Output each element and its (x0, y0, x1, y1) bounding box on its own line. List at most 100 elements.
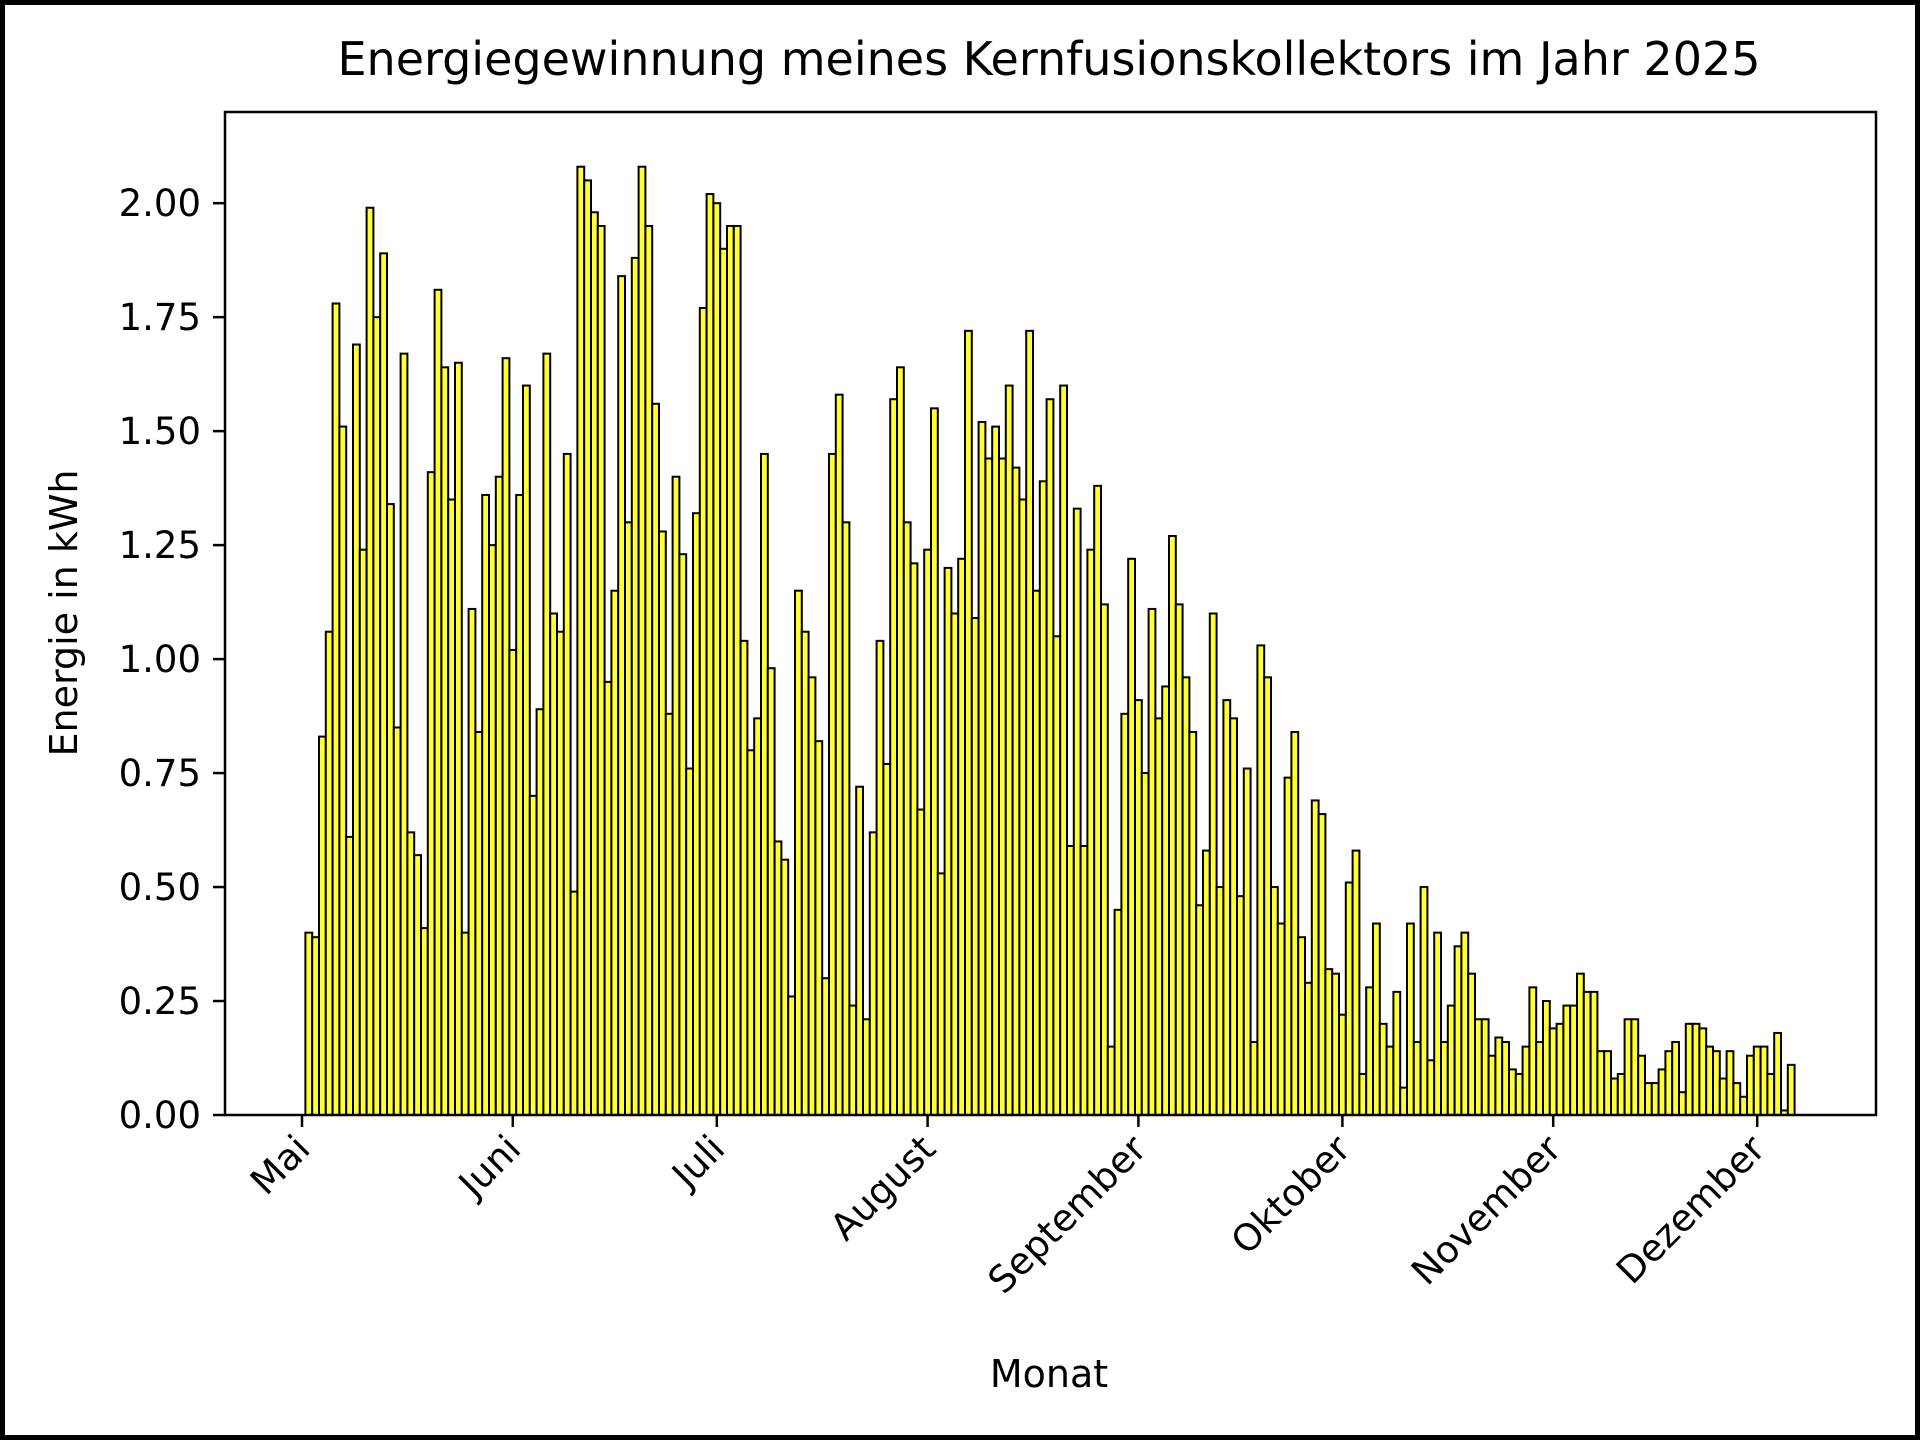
bar (651, 402, 661, 1116)
bar (1297, 936, 1306, 1117)
bar (481, 493, 491, 1116)
bar (1378, 1022, 1388, 1117)
bar (1555, 1022, 1565, 1117)
bar (841, 521, 851, 1116)
bar (426, 471, 436, 1117)
bar (902, 521, 912, 1116)
bar (889, 398, 899, 1117)
bar (1310, 799, 1320, 1116)
bar (1712, 1050, 1721, 1117)
bar (1623, 1018, 1633, 1117)
bar (318, 735, 327, 1116)
bar (460, 931, 470, 1117)
bar (338, 425, 348, 1116)
bar (1705, 1045, 1714, 1116)
bar (685, 767, 695, 1116)
bar (828, 452, 837, 1116)
bar (440, 366, 450, 1116)
x-tick-label: Juni (449, 1127, 529, 1207)
bar (1446, 1004, 1456, 1117)
bar (1433, 931, 1442, 1117)
bar (896, 366, 905, 1116)
bar (386, 503, 395, 1116)
bar (1290, 731, 1300, 1116)
bar (1535, 1041, 1544, 1117)
bar (1548, 1027, 1558, 1117)
x-axis-label: Monat (990, 1352, 1108, 1396)
bar (1351, 849, 1361, 1116)
bar (732, 224, 742, 1117)
bar (304, 931, 314, 1117)
bar (1052, 635, 1062, 1116)
bar (1678, 1091, 1687, 1116)
bar (930, 407, 939, 1116)
bar (1521, 1045, 1531, 1116)
bar (630, 256, 640, 1116)
bar (1644, 1082, 1653, 1116)
bar (1270, 886, 1279, 1116)
bar (590, 211, 599, 1117)
bar (1236, 895, 1245, 1116)
bar (1086, 548, 1096, 1116)
bar (345, 835, 355, 1117)
bar (379, 252, 389, 1116)
bar (1018, 498, 1028, 1116)
bar (1630, 1018, 1640, 1117)
bar (807, 676, 817, 1117)
bar (1025, 329, 1035, 1116)
bar-chart: 0.00 0.25 0.50 0.75 1.00 1.25 1.50 1.75 2.00 Mai… (42, 32, 1878, 1396)
bar (1202, 849, 1211, 1116)
bar (1562, 1004, 1572, 1117)
bar (1746, 1054, 1755, 1116)
bar (1399, 1086, 1408, 1117)
bar (916, 808, 926, 1116)
bar (562, 452, 572, 1116)
bar (1589, 990, 1599, 1117)
bar (1140, 772, 1150, 1116)
bar (991, 425, 1001, 1116)
bar (576, 165, 586, 1116)
bar (311, 936, 321, 1117)
bar (372, 316, 382, 1117)
y-tick-label: 0.75 (119, 752, 201, 795)
bar (1045, 398, 1055, 1117)
bar (624, 521, 633, 1116)
x-tick-label: Oktober (1223, 1126, 1359, 1262)
bar (1304, 981, 1313, 1116)
bar (678, 553, 688, 1116)
bar (1474, 1018, 1483, 1117)
bar (1365, 986, 1374, 1116)
bar (1344, 881, 1354, 1116)
bar (549, 612, 559, 1116)
bar (787, 995, 797, 1117)
x-tick-label: Juli (663, 1127, 734, 1198)
bar (800, 630, 810, 1116)
bar (1093, 484, 1102, 1117)
bar (447, 498, 457, 1116)
bar (1181, 676, 1191, 1117)
bar (943, 566, 953, 1116)
bar (1222, 699, 1232, 1116)
bar (834, 393, 844, 1117)
bar (936, 872, 946, 1116)
y-tick-label: 0.00 (119, 1094, 201, 1137)
bar (766, 667, 776, 1117)
bar (1174, 603, 1184, 1116)
bar (528, 794, 538, 1116)
bar (1154, 717, 1164, 1116)
bar (998, 457, 1007, 1116)
bar (1664, 1050, 1674, 1117)
x-tick-label: Mai (242, 1127, 318, 1203)
bar (1195, 904, 1204, 1117)
bar (1011, 466, 1021, 1116)
bar (1684, 1022, 1694, 1117)
bar (1419, 886, 1429, 1116)
y-tick-label: 1.50 (119, 410, 201, 453)
bar (821, 977, 831, 1116)
bar (1440, 1041, 1449, 1117)
bar (692, 512, 701, 1116)
bar (1691, 1022, 1701, 1117)
bar (726, 224, 735, 1117)
bar (324, 630, 334, 1116)
